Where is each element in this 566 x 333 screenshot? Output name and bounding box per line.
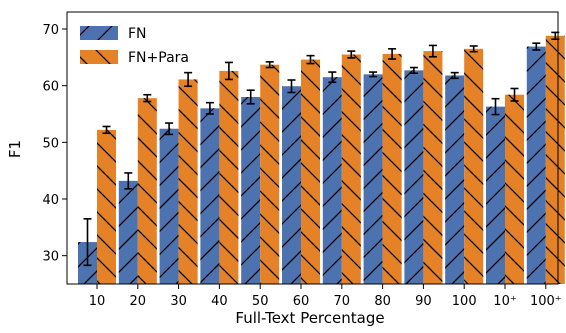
x-tick-label: 10 <box>89 294 106 309</box>
plot-frame <box>66 11 559 285</box>
y-tick-label: 50 <box>42 136 59 151</box>
bar-hatch <box>382 53 402 284</box>
bar-hatch <box>301 59 320 284</box>
x-tick-label: 30 <box>170 294 187 309</box>
legend-swatch-hatch <box>80 26 118 40</box>
y-tick-label: 60 <box>42 80 59 95</box>
bar-hatch <box>423 51 443 284</box>
y-tick-label: 30 <box>42 250 59 265</box>
x-tick-label: 90 <box>415 294 432 309</box>
bar-hatch <box>200 108 220 284</box>
x-tick-label: 50 <box>252 294 269 309</box>
x-tick-label: 20 <box>130 294 147 309</box>
bar-hatch <box>219 70 239 284</box>
x-tick-label: 80 <box>374 294 391 309</box>
bar-hatch <box>526 46 546 284</box>
x-tick-label: 100 <box>452 294 477 309</box>
x-tick-label: 100⁺ <box>530 294 562 309</box>
bar-hatch <box>97 129 116 284</box>
x-tick-label: 70 <box>334 294 351 309</box>
bar-hatch <box>241 97 261 284</box>
bar-hatch <box>486 106 505 284</box>
bar-hatch <box>118 180 138 284</box>
bar-hatch <box>363 74 383 284</box>
x-tick-label: 10⁺ <box>493 294 516 309</box>
bar-hatch <box>505 94 524 284</box>
y-axis-label: F1 <box>6 140 24 158</box>
bar-hatch <box>137 98 157 284</box>
y-tick-label: 70 <box>42 23 59 38</box>
legend: FN FN+Para <box>80 26 189 66</box>
bar-hatch <box>404 70 424 284</box>
bar-hatch <box>282 86 301 284</box>
y-tick-label: 40 <box>42 193 59 208</box>
bar-hatch <box>159 128 179 284</box>
bar-hatch <box>260 64 280 284</box>
bar-hatch <box>178 79 198 284</box>
x-axis-label: Full-Text Percentage <box>235 309 384 327</box>
x-tick-label: 40 <box>211 294 228 309</box>
bar-hatch <box>322 77 342 285</box>
bar-hatch <box>464 48 484 285</box>
bar-hatch <box>341 54 361 284</box>
legend-swatch-hatch <box>80 50 118 64</box>
legend-label: FN <box>128 26 147 42</box>
legend-label: FN+Para <box>128 50 189 66</box>
x-tick-label: 60 <box>293 294 310 309</box>
bar-hatch <box>545 35 565 284</box>
bar-hatch <box>445 75 465 284</box>
